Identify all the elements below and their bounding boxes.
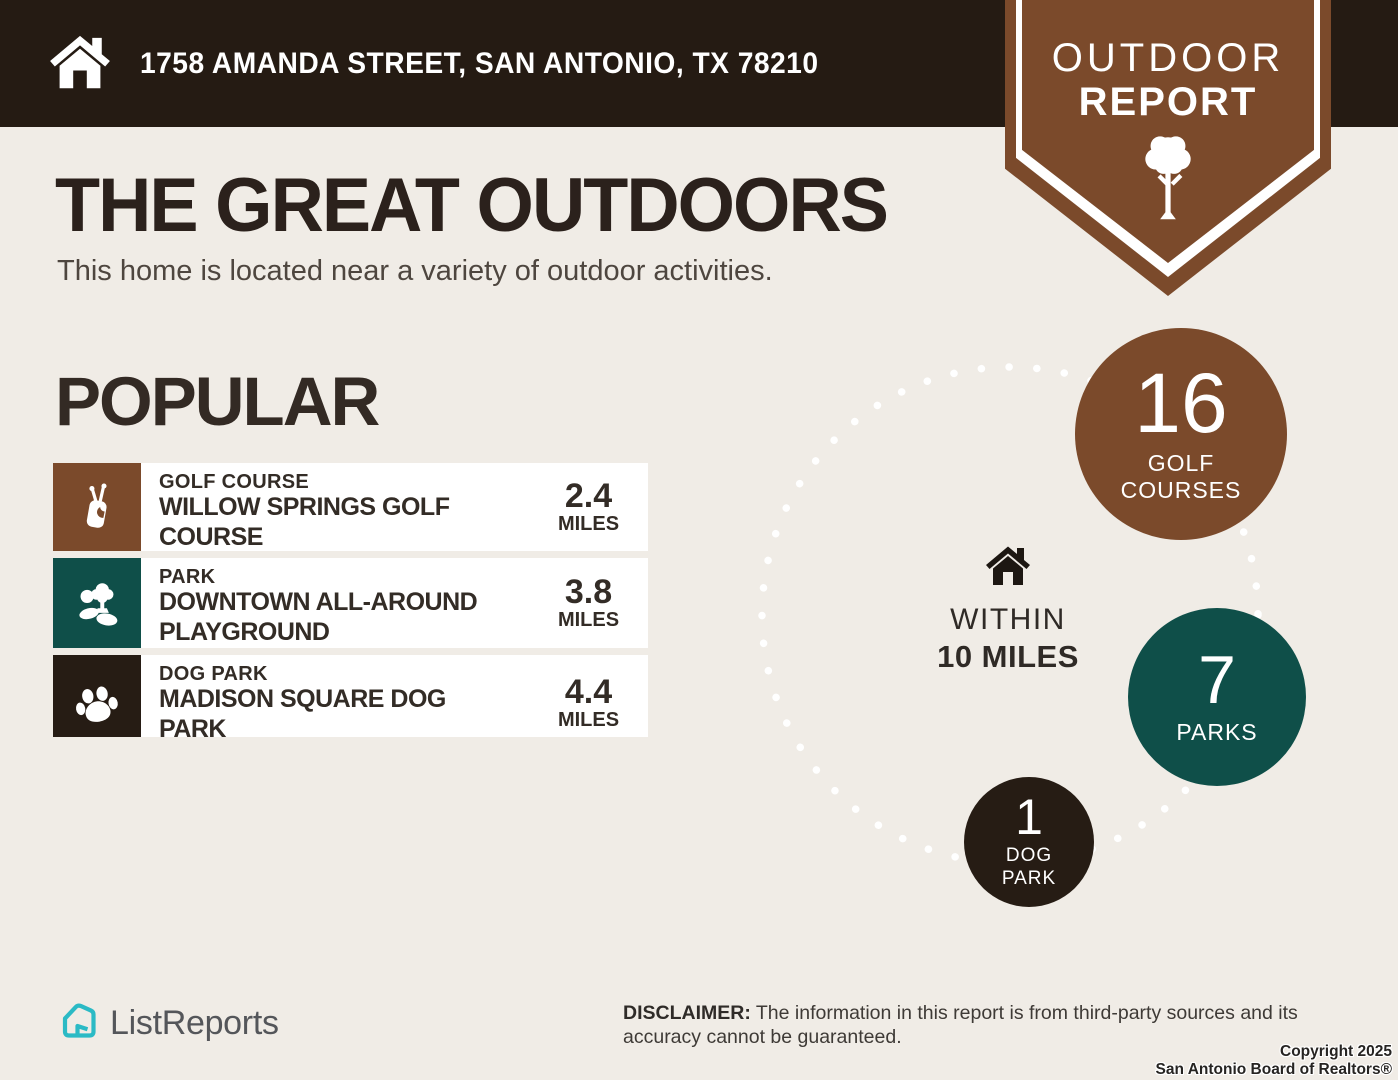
item-distance: 4.4 MILES bbox=[543, 655, 648, 737]
item-name: WILLOW SPRINGS GOLF COURSE bbox=[159, 493, 450, 551]
park-playground-icon bbox=[53, 558, 141, 648]
stat-label: GOLF COURSES bbox=[1120, 449, 1242, 503]
distance-value: 2.4 bbox=[564, 476, 613, 515]
stat-golf-courses: 16 GOLF COURSES bbox=[1075, 328, 1287, 540]
distance-value: 4.4 bbox=[564, 673, 613, 711]
list-item-park: PARK DOWNTOWN ALL-AROUND PLAYGROUND 3.8 … bbox=[53, 558, 648, 648]
list-item-text: PARK DOWNTOWN ALL-AROUND PLAYGROUND bbox=[141, 558, 543, 648]
badge-title-line1: OUTDOOR bbox=[1051, 36, 1285, 80]
brand-name: ListReports bbox=[110, 1004, 279, 1042]
stat-value: 7 bbox=[1198, 642, 1236, 719]
item-category: GOLF COURSE bbox=[159, 471, 309, 493]
copyright-notice: Copyright 2025 San Antonio Board of Real… bbox=[1156, 1043, 1392, 1079]
distance-unit: MILES bbox=[557, 512, 620, 535]
stat-label: PARKS bbox=[1176, 718, 1258, 745]
item-distance: 2.4 MILES bbox=[543, 463, 648, 551]
stat-parks: 7 PARKS bbox=[1128, 608, 1306, 786]
listreports-logo-icon bbox=[58, 1000, 98, 1047]
within-label: WITHIN bbox=[950, 603, 1066, 636]
golf-bag-icon bbox=[53, 463, 141, 551]
page-subtitle: This home is located near a variety of o… bbox=[57, 255, 773, 287]
stat-value: 16 bbox=[1134, 355, 1228, 450]
item-distance: 3.8 MILES bbox=[543, 558, 648, 648]
outdoor-report-badge: OUTDOOR REPORT bbox=[1005, 0, 1331, 296]
disclaimer: DISCLAIMER: The information in this repo… bbox=[623, 1001, 1368, 1049]
property-address: 1758 AMANDA STREET, SAN ANTONIO, TX 7821… bbox=[140, 46, 819, 80]
item-category: PARK bbox=[159, 566, 216, 588]
radius-center: WITHIN 10 MILES bbox=[908, 540, 1108, 675]
paw-icon bbox=[53, 655, 141, 737]
popular-list: GOLF COURSE WILLOW SPRINGS GOLF COURSE 2… bbox=[53, 463, 648, 737]
badge-title-line2: REPORT bbox=[1078, 80, 1258, 124]
list-item-golf-course: GOLF COURSE WILLOW SPRINGS GOLF COURSE 2… bbox=[53, 463, 648, 551]
within-distance: 10 MILES bbox=[937, 639, 1079, 674]
list-item-text: GOLF COURSE WILLOW SPRINGS GOLF COURSE bbox=[141, 463, 543, 551]
disclaimer-label: DISCLAIMER: bbox=[623, 1002, 751, 1024]
list-item-text: DOG PARK MADISON SQUARE DOG PARK bbox=[141, 655, 543, 738]
stat-label: DOG PARK bbox=[1001, 845, 1057, 889]
badge-inner-pennant: OUTDOOR REPORT bbox=[1022, 0, 1314, 263]
house-icon bbox=[46, 27, 114, 100]
stat-dog-park: 1 DOG PARK bbox=[964, 777, 1094, 907]
distance-unit: MILES bbox=[557, 709, 620, 731]
item-category: DOG PARK bbox=[159, 663, 268, 685]
item-name: MADISON SQUARE DOG PARK bbox=[159, 685, 446, 737]
list-item-dog-park: DOG PARK MADISON SQUARE DOG PARK 4.4 MIL… bbox=[53, 655, 648, 737]
distance-value: 3.8 bbox=[564, 572, 613, 611]
stat-value: 1 bbox=[1015, 788, 1043, 845]
popular-heading: POPULAR bbox=[55, 363, 380, 440]
copyright-line1: Copyright 2025 bbox=[1280, 1043, 1392, 1061]
disclaimer-text: The information in this report is from t… bbox=[623, 1002, 1298, 1049]
home-icon bbox=[981, 546, 1035, 594]
page-title: THE GREAT OUTDOORS bbox=[55, 163, 889, 248]
copyright-line2: San Antonio Board of Realtors® bbox=[1155, 1061, 1392, 1079]
distance-unit: MILES bbox=[557, 608, 620, 631]
tree-icon bbox=[1123, 132, 1213, 233]
listreports-brand: ListReports bbox=[58, 1000, 279, 1047]
item-name: DOWNTOWN ALL-AROUND PLAYGROUND bbox=[159, 588, 478, 646]
